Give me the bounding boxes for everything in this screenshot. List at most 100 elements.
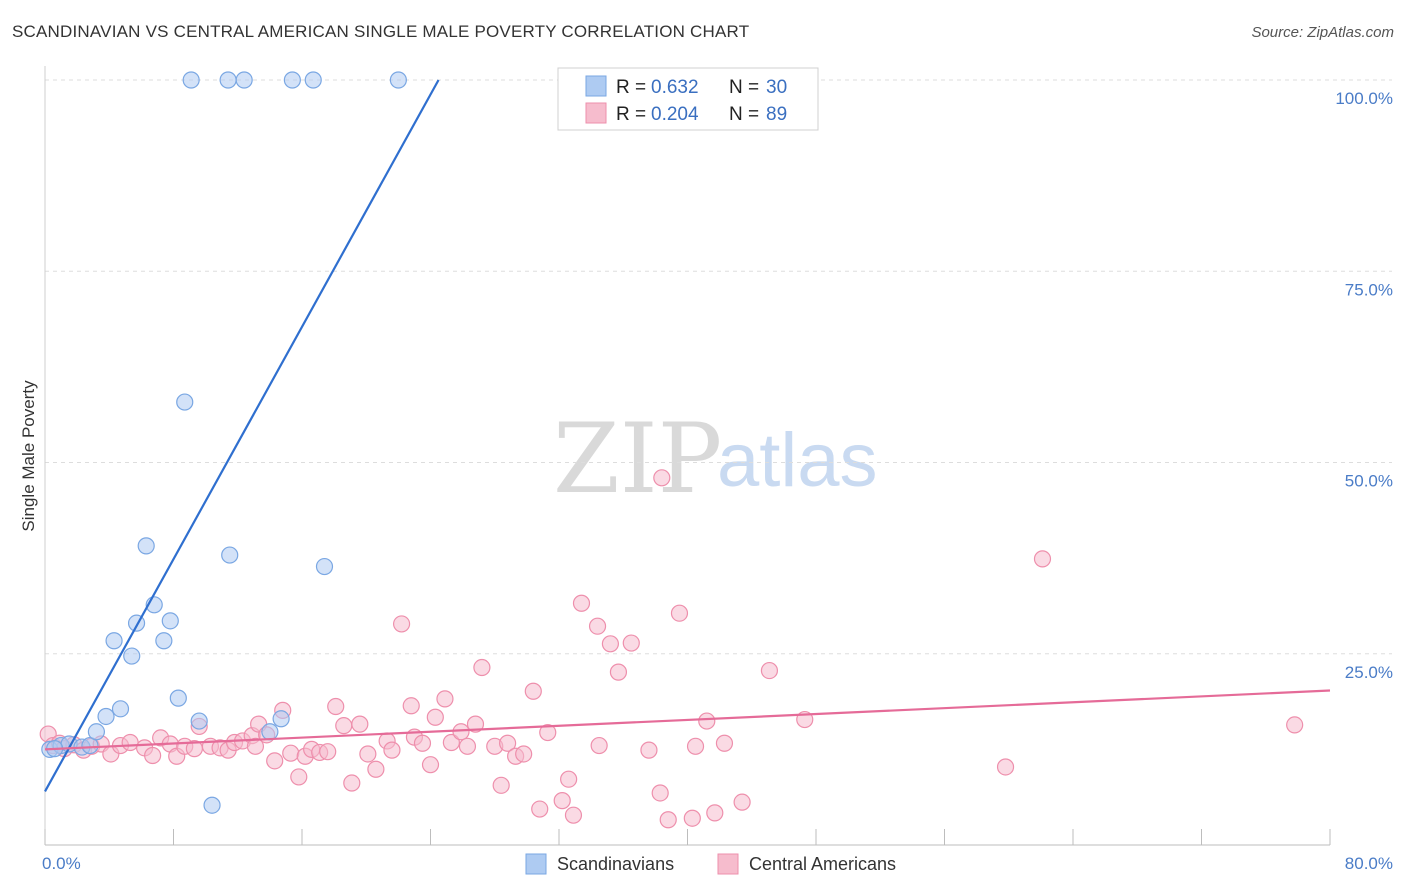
- watermark-atlas: atlas: [717, 418, 878, 503]
- chart-title: SCANDINAVIAN VS CENTRAL AMERICAN SINGLE …: [12, 22, 750, 41]
- series-central-americans: [39, 469, 1304, 829]
- scandinavian-point: [169, 689, 187, 707]
- central-american-point: [670, 604, 689, 622]
- scandinavian-point: [203, 796, 221, 814]
- correlation-legend: R = 0.632 N = 30 R = 0.204 N = 89: [557, 67, 819, 131]
- central-american-point: [733, 793, 751, 811]
- series-legend: Scandinavians Central Americans: [525, 853, 896, 875]
- scandinavian-point: [111, 700, 130, 718]
- legend-n-value-1: 30: [766, 77, 787, 98]
- legend-r-label-2: R =: [616, 104, 646, 125]
- central-american-point: [246, 737, 265, 755]
- y-tick-label: 50.0%: [1345, 472, 1393, 491]
- legend-n-label-2: N =: [729, 104, 759, 125]
- central-american-point: [282, 744, 300, 762]
- legend-r-value-2: 0.204: [651, 104, 699, 125]
- central-american-point: [531, 800, 549, 818]
- central-american-point: [1286, 716, 1304, 734]
- scandinavian-point: [87, 723, 106, 741]
- bottom-legend-label-scandinavians: Scandinavians: [557, 854, 674, 874]
- central-american-point: [426, 708, 444, 726]
- bottom-legend-label-central-americans: Central Americans: [749, 854, 896, 874]
- scandinavian-point: [155, 632, 173, 650]
- scandinavian-point: [161, 612, 179, 630]
- central-american-point: [121, 733, 139, 752]
- scandinavian-point: [190, 712, 208, 730]
- x-tick-min: 0.0%: [42, 854, 81, 873]
- legend-n-label-1: N =: [729, 77, 759, 98]
- central-american-point: [266, 752, 284, 770]
- central-american-point: [590, 736, 608, 755]
- central-american-point: [640, 741, 658, 759]
- bottom-legend-swatch-central-americans: [717, 853, 739, 875]
- scandinavian-point: [261, 723, 279, 741]
- central-american-point: [473, 658, 491, 677]
- series-scandinavians: [41, 71, 407, 814]
- central-american-point: [335, 717, 353, 735]
- central-american-point: [588, 617, 607, 635]
- y-axis-label: Single Male Poverty: [19, 380, 38, 532]
- scandinavian-point: [272, 710, 290, 728]
- central-american-point: [686, 737, 705, 755]
- central-american-point: [458, 737, 477, 755]
- x-tick-max: 80.0%: [1345, 854, 1393, 873]
- scandinavian-point: [123, 647, 141, 665]
- central-american-point: [622, 634, 640, 652]
- scandinavian-point: [97, 707, 115, 726]
- central-american-point: [452, 723, 470, 741]
- legend-swatch-central-americans: [585, 102, 607, 124]
- central-american-point: [436, 690, 454, 708]
- central-american-point: [499, 734, 517, 752]
- central-american-point: [442, 733, 460, 752]
- central-american-point: [651, 784, 669, 802]
- central-american-point: [367, 760, 385, 778]
- central-american-point: [553, 792, 571, 810]
- central-american-point: [290, 768, 308, 786]
- legend-r-value-1: 0.632: [651, 77, 699, 98]
- axes: [44, 66, 1331, 846]
- scandinavian-point: [182, 71, 200, 89]
- scandinavian-point: [81, 736, 99, 755]
- central-american-point: [466, 715, 485, 733]
- central-american-point: [572, 594, 591, 612]
- central-american-point: [564, 806, 583, 824]
- bottom-legend-swatch-scandinavians: [525, 853, 547, 875]
- central-american-point: [343, 774, 361, 792]
- central-american-point: [698, 712, 716, 730]
- central-american-point: [144, 746, 162, 765]
- watermark-zip: ZIP: [553, 403, 722, 515]
- central-american-point: [392, 615, 411, 633]
- central-american-point: [524, 682, 542, 700]
- legend-swatch-scandinavians: [585, 75, 607, 97]
- central-american-point: [601, 635, 620, 653]
- central-american-point: [413, 734, 432, 752]
- scandinavian-point: [283, 71, 301, 89]
- central-american-point: [539, 723, 557, 742]
- y-tick-labels: 100.0% 75.0% 50.0% 25.0%: [1335, 89, 1393, 682]
- central-american-point: [383, 741, 401, 759]
- scandinavian-point: [389, 71, 407, 89]
- scandinavian-point: [137, 537, 155, 555]
- central-american-point: [1033, 550, 1052, 568]
- scandinavian-point: [219, 71, 237, 89]
- central-american-point: [402, 697, 420, 715]
- central-american-point: [715, 734, 734, 752]
- central-american-point: [319, 743, 337, 761]
- central-american-point: [421, 756, 440, 774]
- central-american-point: [706, 804, 724, 822]
- central-american-point: [996, 758, 1015, 776]
- trend-lines: [44, 79, 1331, 792]
- central-american-point: [327, 697, 345, 716]
- central-american-point: [760, 661, 779, 680]
- scandinavian-point: [176, 393, 194, 411]
- y-tick-label: 100.0%: [1335, 89, 1393, 108]
- central-american-point: [492, 776, 510, 794]
- central-american-point: [515, 745, 533, 763]
- scandinavian-point: [315, 557, 334, 576]
- chart-source: Source: ZipAtlas.com: [1251, 24, 1394, 41]
- y-tick-label: 25.0%: [1345, 663, 1393, 682]
- trend-line-central-americans: [44, 689, 1331, 751]
- central-american-point: [609, 663, 628, 681]
- scandinavian-point: [105, 632, 123, 650]
